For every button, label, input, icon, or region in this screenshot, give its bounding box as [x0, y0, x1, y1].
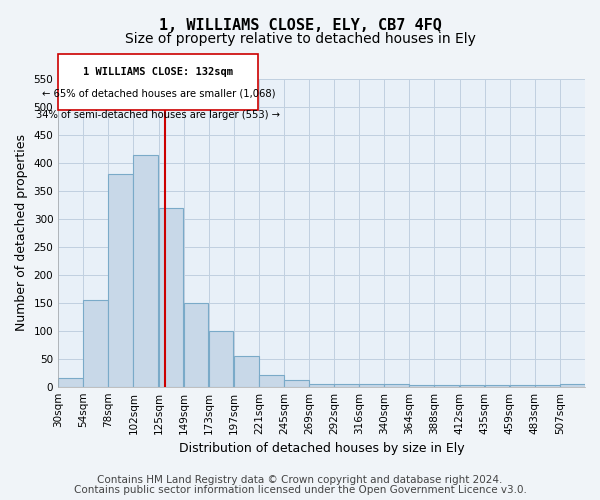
Bar: [409, 385, 434, 386]
Bar: [359, 384, 384, 386]
Text: Size of property relative to detached houses in Ely: Size of property relative to detached ho…: [125, 32, 475, 46]
Bar: [510, 385, 535, 386]
Bar: [309, 384, 334, 386]
Text: 1, WILLIAMS CLOSE, ELY, CB7 4FQ: 1, WILLIAMS CLOSE, ELY, CB7 4FQ: [158, 18, 442, 32]
Y-axis label: Number of detached properties: Number of detached properties: [15, 134, 28, 332]
Bar: [434, 385, 459, 386]
Bar: [535, 385, 560, 386]
Text: Contains HM Land Registry data © Crown copyright and database right 2024.: Contains HM Land Registry data © Crown c…: [97, 475, 503, 485]
Bar: [209, 330, 233, 386]
Bar: [133, 154, 158, 386]
Text: Contains public sector information licensed under the Open Government Licence v3: Contains public sector information licen…: [74, 485, 526, 495]
Bar: [234, 356, 259, 386]
Text: 34% of semi-detached houses are larger (553) →: 34% of semi-detached houses are larger (…: [36, 110, 280, 120]
Bar: [58, 378, 83, 386]
Bar: [284, 380, 309, 386]
Bar: [485, 385, 509, 386]
Bar: [259, 376, 284, 386]
Bar: [460, 385, 484, 386]
Bar: [184, 303, 208, 386]
Text: ← 65% of detached houses are smaller (1,068): ← 65% of detached houses are smaller (1,…: [41, 88, 275, 98]
X-axis label: Distribution of detached houses by size in Ely: Distribution of detached houses by size …: [179, 442, 464, 455]
Text: 1 WILLIAMS CLOSE: 132sqm: 1 WILLIAMS CLOSE: 132sqm: [83, 66, 233, 76]
Bar: [109, 174, 133, 386]
Bar: [560, 384, 584, 386]
Bar: [334, 384, 359, 386]
FancyBboxPatch shape: [58, 54, 259, 110]
Bar: [158, 208, 183, 386]
Bar: [83, 300, 108, 386]
Bar: [385, 384, 409, 386]
